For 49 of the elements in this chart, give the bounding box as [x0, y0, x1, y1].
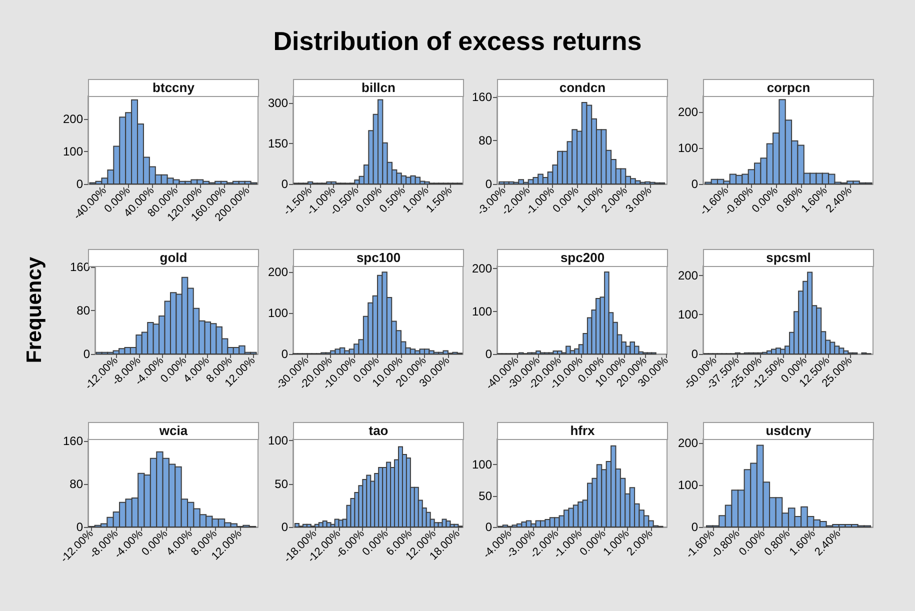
y-tick-label: 0 — [76, 177, 84, 191]
y-tick-label: 80 — [76, 304, 90, 318]
y-tick-label: 100 — [268, 434, 288, 448]
y-tick-label: 200 — [678, 436, 698, 450]
chart-title: condcn — [497, 79, 668, 97]
y-tick-label: 0 — [76, 520, 84, 534]
y-tick-label: 0 — [281, 520, 288, 534]
y-tick-label: 160 — [472, 90, 492, 104]
chart-title: usdcny — [703, 422, 874, 440]
text: Distribution of excess returns — [272, 26, 643, 57]
chart-title: billcn — [293, 79, 464, 97]
y-tick-label: 0 — [485, 177, 492, 191]
chart-title: hfrx — [497, 422, 668, 440]
chart-title: corpcn — [703, 79, 874, 97]
y-tick-label: 100 — [268, 306, 288, 320]
y-tick-label: 200 — [472, 262, 492, 276]
y-tick-label: 50 — [478, 488, 492, 503]
y-tick-label: 200 — [62, 112, 84, 126]
chart-title: spc200 — [497, 249, 668, 267]
y-tick-label: 80 — [70, 477, 84, 492]
y-tick-label: 0 — [485, 520, 492, 534]
y-tick-label: 50 — [274, 476, 288, 491]
y-tick-label: 200 — [678, 268, 698, 282]
y-tick-label: 100 — [472, 304, 492, 318]
y-tick-label: 0 — [485, 347, 492, 361]
y-tick-label: 100 — [678, 141, 698, 156]
y-tick-label: 100 — [472, 458, 492, 472]
y-tick-label: 160 — [62, 434, 84, 448]
chart-title: spcsml — [703, 249, 874, 267]
y-tick-label: 100 — [678, 478, 698, 492]
y-tick-label: 80 — [478, 134, 492, 148]
chart-title: wcia — [88, 422, 259, 440]
chart-title: btccny — [88, 79, 259, 97]
chart-title: spc100 — [293, 249, 464, 267]
y-tick-label: 0 — [691, 177, 698, 191]
y-tick-label: 100 — [62, 144, 84, 158]
y-tick-label: 0 — [281, 347, 288, 361]
chart-title: tao — [293, 422, 464, 440]
y-tick-label: 200 — [268, 265, 288, 280]
chart-title: gold — [160, 250, 188, 265]
y-axis-title: Frequency — [23, 256, 46, 364]
y-tick-label: 100 — [678, 308, 698, 322]
y-tick-label: 0 — [83, 347, 90, 361]
y-tick-label: 0 — [691, 347, 698, 361]
y-tick-label: 0 — [691, 520, 698, 534]
y-tick-label: 300 — [268, 96, 288, 110]
y-tick-label: 200 — [678, 105, 698, 120]
y-tick-label: 150 — [268, 136, 288, 150]
y-tick-label: 0 — [281, 177, 288, 191]
